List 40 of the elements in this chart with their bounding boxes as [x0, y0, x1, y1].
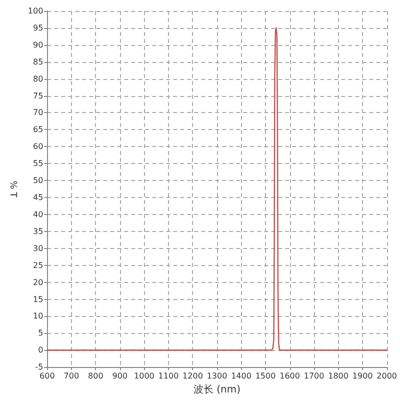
- y-tick-label: 85: [32, 57, 44, 66]
- y-tick-label: 5: [38, 328, 44, 338]
- y-tick-label: 100: [28, 6, 44, 16]
- y-tick-label: 55: [32, 159, 44, 168]
- x-tick-label: 1400: [231, 372, 252, 381]
- x-tick-label: 700: [64, 372, 80, 381]
- y-tick-label: 20: [32, 278, 44, 287]
- x-tick-label: 600: [40, 372, 55, 381]
- y-tick-label: 60: [32, 142, 44, 152]
- x-tick-label: 1800: [328, 372, 348, 381]
- x-tick-label: 1700: [304, 372, 324, 381]
- y-tick-label: 0: [38, 346, 44, 355]
- x-tick-label: 1100: [158, 372, 179, 381]
- x-tick-label: 1200: [182, 372, 203, 381]
- y-tick-label: 30: [32, 244, 44, 253]
- y-tick-label: 75: [32, 91, 44, 100]
- y-tick-label: 70: [32, 108, 44, 118]
- x-tick-label: 1600: [280, 372, 300, 381]
- x-axis-title: 波长 (nm): [193, 384, 241, 396]
- y-tick-label: 90: [32, 40, 44, 50]
- x-tick-label: 1300: [206, 372, 228, 381]
- y-tick-label: 10: [32, 312, 44, 321]
- y-tick-label: 45: [32, 193, 44, 202]
- y-tick-label: 95: [32, 23, 44, 32]
- x-tick-label: 1500: [255, 372, 276, 381]
- y-tick-label: 50: [32, 176, 44, 186]
- y-tick-label: 35: [32, 226, 44, 236]
- x-tick-label: 800: [88, 372, 104, 381]
- y-tick-label: 25: [32, 260, 44, 270]
- y-tick-label: 65: [32, 125, 44, 134]
- y-tick-label: 15: [32, 294, 44, 304]
- y-axis-title: % T: [8, 180, 18, 198]
- x-tick-label: 900: [112, 372, 128, 381]
- y-tick-label: -5: [35, 362, 44, 372]
- y-tick-label: 80: [32, 74, 44, 84]
- x-tick-label: 2000: [376, 372, 397, 381]
- line-series: [46, 27, 388, 351]
- x-tick-label: 1000: [134, 372, 154, 381]
- y-tick-label: 40: [32, 210, 44, 219]
- x-tick-label: 1900: [352, 372, 373, 381]
